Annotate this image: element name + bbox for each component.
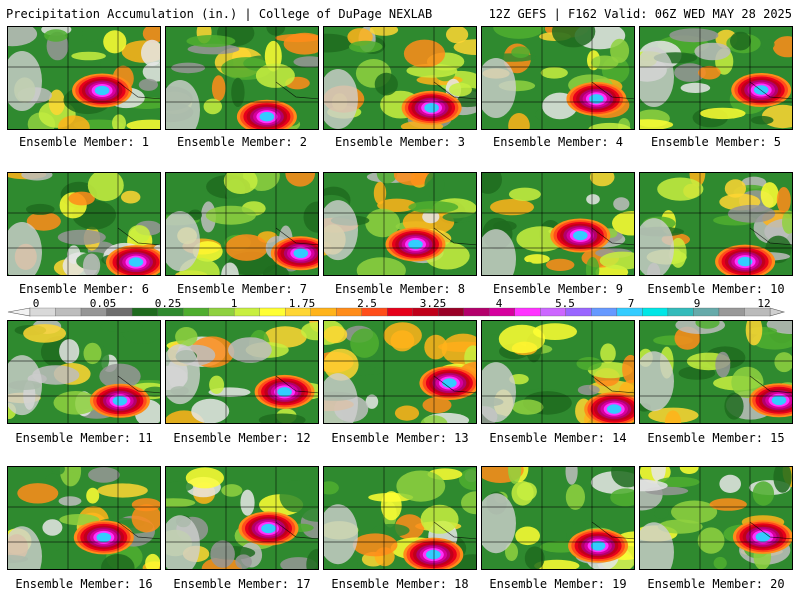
- colorbar-tick-label: 7: [627, 297, 635, 310]
- ensemble-map-panel: [323, 466, 477, 570]
- colorbar-swatch: [642, 307, 669, 317]
- colorbar-swatch: [131, 307, 158, 317]
- precip-map: [640, 27, 792, 129]
- model-run-info: 12Z GEFS | F162 Valid: 06Z WED MAY 28 20…: [488, 7, 792, 21]
- ensemble-member-caption: Ensemble Member: 11: [15, 431, 153, 445]
- ensemble-member-caption: Ensemble Member: 17: [173, 577, 311, 591]
- colorbar-tick-label: 0.25: [154, 297, 182, 310]
- colorbar-tick-label: 9: [693, 297, 701, 310]
- colorbar-swatch: [463, 307, 490, 317]
- ensemble-member-caption: Ensemble Member: 5: [650, 135, 782, 149]
- precip-map: [8, 173, 160, 275]
- ensemble-member-caption: Ensemble Member: 12: [173, 431, 311, 445]
- precip-map: [166, 173, 318, 275]
- precip-map: [166, 467, 318, 569]
- ensemble-member-caption: Ensemble Member: 20: [647, 577, 785, 591]
- precip-map: [166, 27, 318, 129]
- colorbar-tick-label: 1: [230, 297, 238, 310]
- ensemble-map-panel: [7, 172, 161, 276]
- precip-map: [324, 27, 476, 129]
- colorbar-swatch: [744, 307, 771, 317]
- precip-map: [166, 321, 318, 423]
- precip-map: [482, 173, 634, 275]
- colorbar-swatch: [259, 307, 286, 317]
- ensemble-member-caption: Ensemble Member: 2: [176, 135, 308, 149]
- ensemble-map-panel: [323, 320, 477, 424]
- precip-map: [640, 321, 792, 423]
- colorbar-swatch: [514, 307, 541, 317]
- ensemble-map-panel: [165, 172, 319, 276]
- ensemble-map-panel: [7, 466, 161, 570]
- ensemble-member-caption: Ensemble Member: 19: [489, 577, 627, 591]
- ensemble-member-caption: Ensemble Member: 13: [331, 431, 469, 445]
- colorbar-swatch: [182, 307, 209, 317]
- colorbar-tick-label: 5.5: [555, 297, 575, 310]
- colorbar-max-arrow: [769, 307, 786, 317]
- colorbar-tick-label: 2.5: [357, 297, 377, 310]
- ensemble-map-panel: [165, 320, 319, 424]
- ensemble-map-panel: [639, 320, 793, 424]
- colorbar-tick-label: 0: [32, 297, 40, 310]
- colorbar-tick-label: 4: [495, 297, 503, 310]
- colorbar-tick-label: 0.05: [89, 297, 117, 310]
- ensemble-map-panel: [481, 172, 635, 276]
- ensemble-member-caption: Ensemble Member: 8: [334, 282, 466, 296]
- ensemble-member-caption: Ensemble Member: 6: [18, 282, 150, 296]
- precip-map: [324, 173, 476, 275]
- ensemble-map-panel: [323, 26, 477, 130]
- ensemble-member-caption: Ensemble Member: 1: [18, 135, 150, 149]
- precip-map: [8, 321, 160, 423]
- precip-map: [640, 467, 792, 569]
- ensemble-map-panel: [639, 466, 793, 570]
- precip-map: [482, 27, 634, 129]
- precip-map: [8, 467, 160, 569]
- colorbar-tick-label: 1.75: [288, 297, 316, 310]
- ensemble-map-panel: [7, 320, 161, 424]
- ensemble-map-panel: [481, 320, 635, 424]
- ensemble-member-caption: Ensemble Member: 3: [334, 135, 466, 149]
- colorbar-min-arrow: [7, 307, 31, 317]
- precip-map: [482, 467, 634, 569]
- ensemble-member-caption: Ensemble Member: 10: [647, 282, 785, 296]
- ensemble-map-panel: [639, 26, 793, 130]
- ensemble-member-caption: Ensemble Member: 18: [331, 577, 469, 591]
- precip-map: [324, 467, 476, 569]
- colorbar-swatch: [233, 307, 260, 317]
- precip-map: [640, 173, 792, 275]
- colorbar-swatch: [591, 307, 618, 317]
- ensemble-member-caption: Ensemble Member: 15: [647, 431, 785, 445]
- precip-map: [482, 321, 634, 423]
- ensemble-member-caption: Ensemble Member: 16: [15, 577, 153, 591]
- colorbar-swatch: [667, 307, 694, 317]
- colorbar-swatch: [55, 307, 82, 317]
- ensemble-map-panel: [481, 26, 635, 130]
- ensemble-member-caption: Ensemble Member: 14: [489, 431, 627, 445]
- ensemble-member-caption: Ensemble Member: 9: [492, 282, 624, 296]
- ensemble-member-caption: Ensemble Member: 7: [176, 282, 308, 296]
- colorbar-swatch: [718, 307, 745, 317]
- precip-map: [8, 27, 160, 129]
- chart-title: Precipitation Accumulation (in.) | Colle…: [6, 7, 433, 21]
- ensemble-map-panel: [165, 26, 319, 130]
- ensemble-map-panel: [639, 172, 793, 276]
- ensemble-map-panel: [323, 172, 477, 276]
- colorbar-swatch: [387, 307, 413, 317]
- precipitation-colorbar: [7, 307, 786, 317]
- ensemble-member-caption: Ensemble Member: 4: [492, 135, 624, 149]
- ensemble-map-panel: [481, 466, 635, 570]
- precip-map: [324, 321, 476, 423]
- ensemble-map-panel: [7, 26, 161, 130]
- colorbar-tick-label: 12: [757, 297, 771, 310]
- ensemble-map-panel: [165, 466, 319, 570]
- colorbar-tick-label: 3.25: [419, 297, 447, 310]
